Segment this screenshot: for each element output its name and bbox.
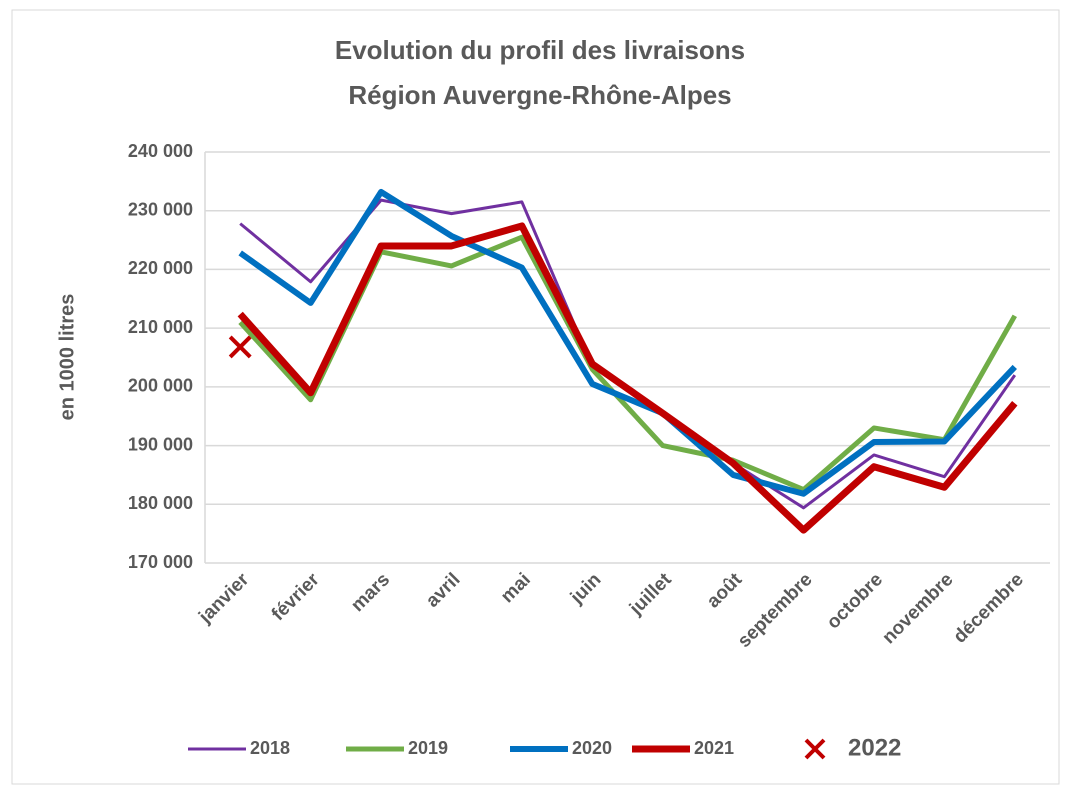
legend-label: 2019 — [408, 738, 448, 758]
chart-subtitle: Région Auvergne-Rhône-Alpes — [348, 80, 731, 110]
legend-label: 2020 — [572, 738, 612, 758]
marker — [804, 738, 826, 760]
series-line — [238, 188, 1017, 497]
y-tick-label: 180 000 — [128, 493, 193, 513]
y-tick-label: 220 000 — [128, 258, 193, 278]
y-axis-label: en 1000 litres — [56, 294, 78, 421]
y-tick-label: 240 000 — [128, 141, 193, 161]
y-tick-label: 210 000 — [128, 317, 193, 337]
chart-title: Evolution du profil des livraisons — [335, 35, 745, 65]
y-tick-label: 200 000 — [128, 376, 193, 396]
marker — [228, 335, 252, 359]
legend-label: 2018 — [250, 738, 290, 758]
legend-label: 2022 — [848, 734, 901, 761]
chart-frame — [11, 9, 1060, 785]
series-line — [237, 222, 1018, 534]
y-tick-label: 190 000 — [128, 434, 193, 454]
legend-label: 2021 — [694, 738, 734, 758]
y-tick-label: 170 000 — [128, 552, 193, 572]
y-tick-label: 230 000 — [128, 199, 193, 219]
